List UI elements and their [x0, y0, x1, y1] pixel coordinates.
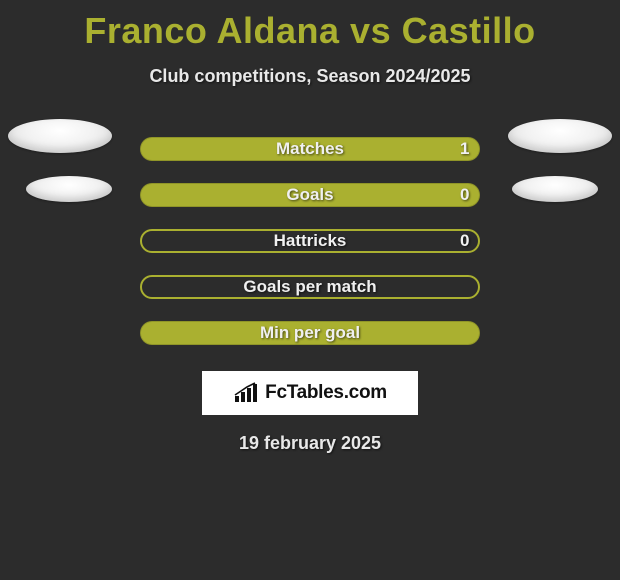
brand-badge: FcTables.com	[202, 371, 418, 415]
stats-rows: Matches1Goals0Hattricks0Goals per matchM…	[0, 127, 620, 357]
stat-bar	[140, 137, 480, 161]
stat-row: Min per goal	[0, 311, 620, 357]
stat-row: Goals0	[0, 173, 620, 219]
stat-value-right: 0	[460, 183, 469, 207]
stat-value-right: 0	[460, 229, 469, 253]
stat-bar	[140, 321, 480, 345]
stat-row: Matches1	[0, 127, 620, 173]
stat-value-right: 1	[460, 137, 469, 161]
bar-chart-icon	[233, 382, 259, 404]
stat-bar	[140, 183, 480, 207]
brand-text: FcTables.com	[265, 382, 387, 404]
page-date: 19 february 2025	[0, 433, 620, 454]
page-subtitle: Club competitions, Season 2024/2025	[0, 66, 620, 87]
stat-row: Hattricks0	[0, 219, 620, 265]
stat-bar	[140, 229, 480, 253]
stat-bar	[140, 275, 480, 299]
page-title: Franco Aldana vs Castillo	[0, 0, 620, 52]
stat-row: Goals per match	[0, 265, 620, 311]
